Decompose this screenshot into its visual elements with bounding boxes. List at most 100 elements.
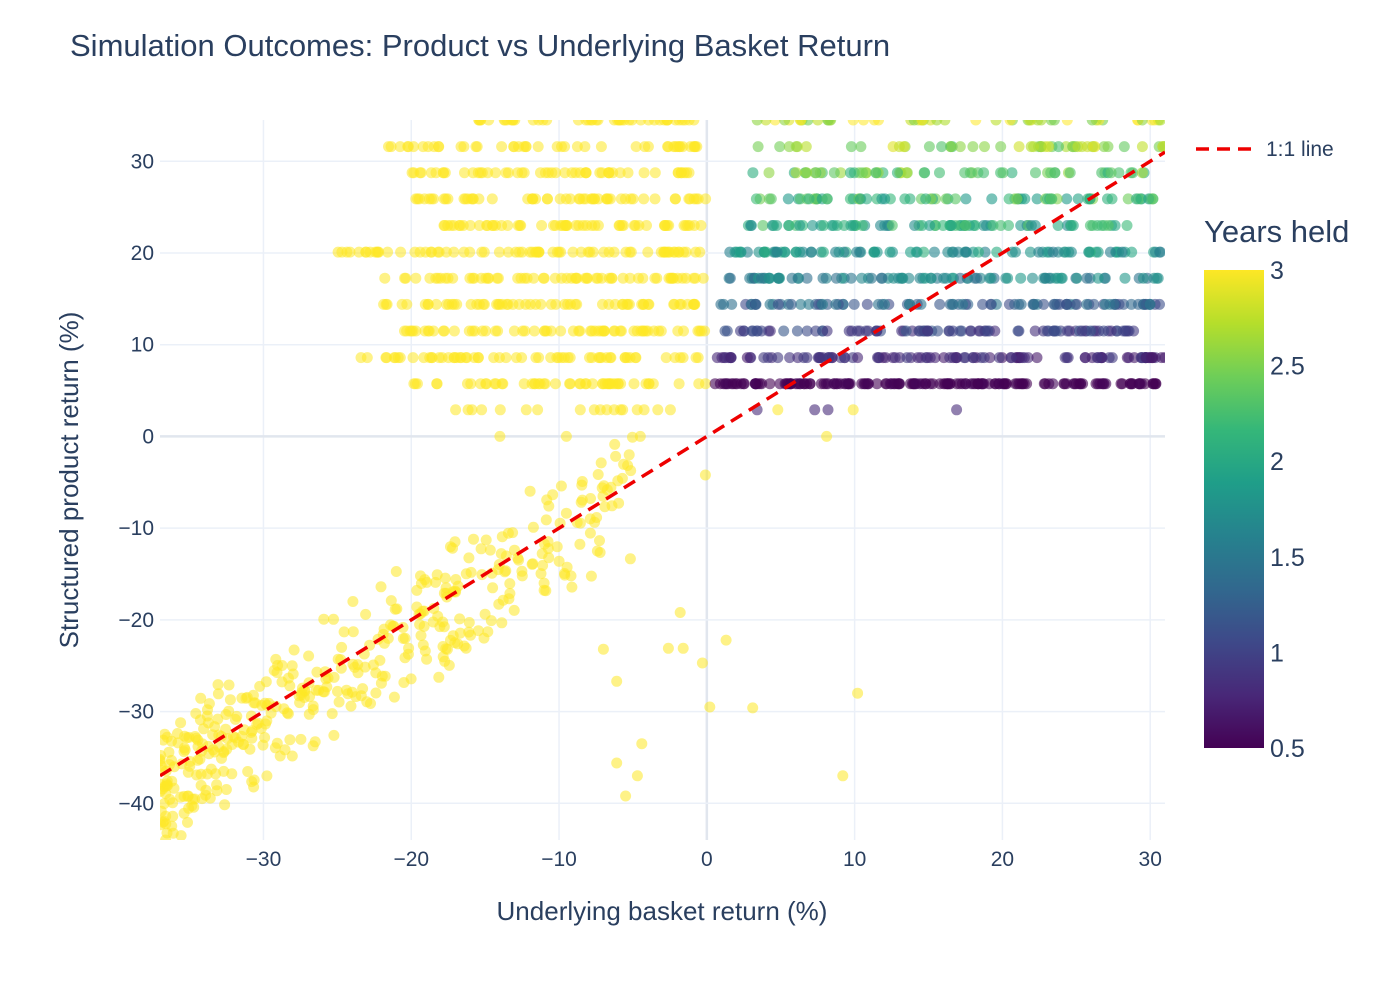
scatter-point [414, 246, 426, 258]
scatter-point [284, 734, 296, 746]
x-tick-label: −10 [541, 848, 577, 871]
scatter-point [1144, 298, 1156, 310]
scatter-point [855, 141, 867, 153]
legend[interactable]: 1:1 line [1196, 138, 1334, 161]
y-tick-label: −10 [118, 517, 154, 540]
scatter-point [745, 220, 757, 231]
scatter-point [979, 141, 990, 153]
scatter-point [190, 708, 202, 719]
scatter-point [821, 193, 833, 205]
scatter-point [438, 325, 449, 337]
scatter-point [856, 272, 868, 284]
scatter-point [580, 167, 592, 179]
colorbar-gradient [1204, 270, 1264, 748]
scatter-point [1157, 141, 1165, 153]
scatter-point [606, 500, 618, 512]
scatter-point [668, 298, 680, 310]
scatter-point [287, 668, 299, 680]
scatter-point [1084, 272, 1096, 284]
scatter-point [727, 378, 739, 390]
scatter-point [430, 298, 442, 310]
scatter-point [279, 744, 291, 756]
scatter-point [794, 220, 806, 231]
scatter-point [790, 167, 802, 179]
scatter-point [485, 615, 497, 627]
scatter-point [931, 120, 943, 126]
scatter-point [617, 220, 629, 231]
scatter-point [611, 757, 623, 769]
scatter-point [990, 378, 1002, 390]
scatter-point [515, 220, 527, 231]
scatter-point [1047, 378, 1059, 390]
scatter-point [851, 325, 863, 337]
scatter-point [370, 246, 381, 258]
scatter-point [254, 680, 266, 692]
scatter-point [595, 141, 607, 153]
scatter-point [311, 666, 323, 678]
scatter-point [437, 616, 449, 628]
scatter-point [224, 694, 236, 706]
scatter-point [607, 167, 619, 179]
scatter-point [551, 541, 563, 553]
scatter-point [696, 657, 708, 669]
scatter-point [379, 272, 391, 284]
scatter-point [640, 378, 652, 390]
scatter-point [550, 378, 561, 390]
scatter-point [480, 378, 492, 390]
scatter-point [392, 352, 404, 364]
scatter-point [1098, 141, 1110, 153]
scatter-point [431, 378, 443, 390]
axis-ticks: −30 −20 −10 0 10 20 30 −40 −30 −20 −10 0 10 20 30 [118, 150, 1162, 871]
scatter-point [160, 834, 172, 840]
scatter-point [1006, 352, 1017, 364]
y-tick-label: −30 [118, 701, 154, 724]
scatter-point [440, 643, 452, 655]
scatter-point [599, 378, 611, 390]
scatter-point [579, 141, 591, 153]
colorbar: Years held 0.5 1 1.5 2 2.5 3 [1204, 214, 1349, 763]
scatter-point [417, 141, 429, 153]
scatter-point [508, 604, 520, 616]
scatter-point [790, 141, 802, 153]
y-tick-label: −40 [118, 792, 154, 815]
scatter-point [678, 325, 689, 337]
scatter-point [592, 469, 604, 480]
scatter-point [649, 193, 661, 205]
scatter-point [764, 298, 776, 310]
scatter-point [651, 272, 663, 284]
scatter-point [476, 404, 488, 416]
scatter-point [407, 352, 419, 364]
scatter-point [619, 193, 631, 205]
scatter-point [801, 325, 813, 337]
scatter-point [443, 298, 455, 310]
scatter-point [551, 141, 563, 153]
scatter-point [482, 626, 494, 638]
scatter-point [464, 220, 476, 231]
scatter-point [603, 246, 615, 258]
scatter-point [638, 193, 650, 205]
scatter-point [1064, 167, 1076, 179]
scatter-point [934, 167, 945, 179]
scatter-point [431, 569, 443, 581]
scatter-point [203, 698, 215, 710]
scatter-point [1154, 246, 1165, 258]
scatter-point [553, 555, 565, 567]
scatter-point [1098, 378, 1110, 390]
scatter-point [1024, 246, 1036, 258]
scatter-point [807, 220, 819, 231]
scatter-point [288, 644, 300, 656]
scatter-point [471, 141, 483, 153]
scatter-point [520, 404, 532, 416]
scatter-point [782, 193, 794, 205]
scatter-point [223, 679, 235, 691]
scatter-point [454, 220, 466, 231]
scatter-point [1084, 325, 1096, 337]
scatter-point [595, 457, 607, 469]
scatter-point [683, 167, 695, 179]
scatter-point [771, 246, 783, 258]
scatter-point [246, 732, 258, 744]
scatter-point [1088, 141, 1099, 153]
scatter-point [817, 272, 829, 284]
scatter-point [795, 298, 807, 310]
scatter-point [463, 617, 475, 628]
